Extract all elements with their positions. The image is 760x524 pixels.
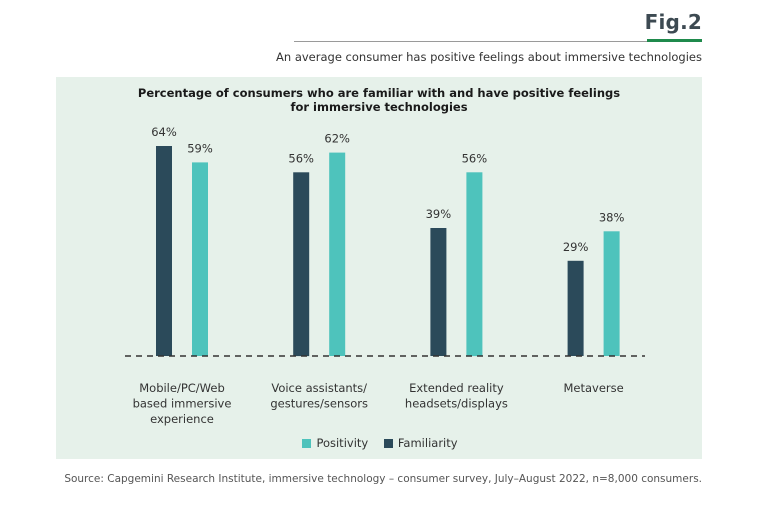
category-label-line: Metaverse: [563, 381, 623, 395]
category-label-line: Voice assistants/: [271, 381, 367, 395]
value-label-familiarity-1: 56%: [288, 151, 314, 165]
legend-label-familiarity: Familiarity: [397, 436, 458, 450]
category-labels-layer: Mobile/PC/Web based immersive experience Vo…: [133, 381, 624, 426]
legend: Positivity Familiarity: [0, 436, 760, 450]
bar-familiarity-0: [156, 146, 172, 356]
legend-item-positivity: Positivity: [302, 436, 368, 450]
header-divider: [294, 41, 702, 42]
bar-positivity-0: [192, 162, 208, 356]
value-label-positivity-0: 59%: [187, 141, 213, 155]
legend-swatch-familiarity: [383, 439, 393, 448]
bar-familiarity-2: [430, 228, 447, 356]
bars-layer: [156, 146, 620, 357]
bar-familiarity-3: [567, 260, 584, 356]
value-labels-layer: 64% 59% 56% 62% 39% 56% 29% 38%: [151, 125, 624, 254]
category-label-3: Metaverse: [563, 381, 623, 395]
category-label-line: based immersive: [133, 397, 232, 411]
legend-item-familiarity: Familiarity: [383, 436, 458, 450]
bar-familiarity-1: [293, 172, 310, 357]
category-label-line: Mobile/PC/Web: [139, 381, 225, 395]
header-accent-bar: [647, 39, 702, 42]
bar-positivity-2: [466, 172, 483, 357]
bar-positivity-1: [329, 152, 346, 356]
category-label-line: experience: [150, 412, 214, 426]
legend-label-positivity: Positivity: [316, 436, 369, 450]
category-label-2: Extended reality headsets/displays: [405, 381, 508, 411]
figure-subtitle: An average consumer has positive feeling…: [276, 50, 702, 64]
bar-positivity-3: [603, 231, 620, 356]
value-label-familiarity-0: 64%: [151, 125, 177, 139]
value-label-positivity-2: 56%: [462, 151, 488, 165]
value-label-positivity-1: 62%: [324, 132, 350, 146]
value-label-positivity-3: 38%: [599, 210, 625, 224]
category-label-line: headsets/displays: [405, 397, 508, 411]
category-label-1: Voice assistants/gestures/sensors: [270, 381, 368, 411]
category-label-0: Mobile/PC/Web based immersive experience: [133, 381, 232, 426]
value-label-familiarity-2: 39%: [426, 207, 452, 221]
figure-label: Fig.2: [644, 10, 702, 34]
chart-title-line-1: Percentage of consumers who are familiar…: [137, 86, 621, 100]
chart-title-line-2: for immersive technologies: [290, 100, 468, 114]
category-label-line: Extended reality: [409, 381, 504, 395]
chart-title: Percentage of consumers who are familiar…: [56, 86, 702, 114]
category-label-line: gestures/sensors: [270, 397, 368, 411]
source-note: Source: Capgemini Research Institute, im…: [64, 473, 702, 485]
value-label-familiarity-3: 29%: [563, 240, 589, 254]
legend-swatch-positivity: [302, 439, 312, 448]
